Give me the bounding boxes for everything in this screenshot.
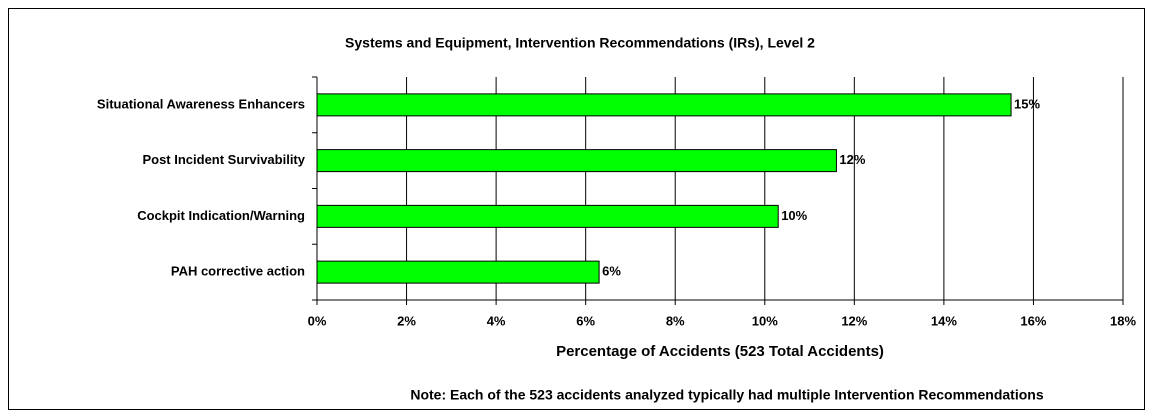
x-tick-label: 6% bbox=[576, 313, 595, 328]
x-axis-label: Percentage of Accidents (523 Total Accid… bbox=[556, 343, 884, 360]
y-tick-label: Post Incident Survivability bbox=[142, 152, 305, 167]
y-tick-label: PAH corrective action bbox=[171, 264, 305, 279]
x-tick-label: 16% bbox=[1020, 313, 1046, 328]
note: Note: Each of the 523 accidents analyzed… bbox=[410, 387, 1043, 403]
x-tick-label: 0% bbox=[308, 313, 327, 328]
value-label: 15% bbox=[1014, 96, 1040, 111]
value-label: 10% bbox=[781, 208, 807, 223]
value-label: 12% bbox=[839, 152, 865, 167]
x-tick-label: 10% bbox=[752, 313, 778, 328]
y-tick-label: Cockpit Indication/Warning bbox=[137, 208, 305, 223]
bar bbox=[316, 93, 1012, 117]
x-tick-label: 12% bbox=[841, 313, 867, 328]
value-label: 6% bbox=[602, 264, 621, 279]
bar bbox=[316, 204, 779, 228]
x-tick-label: 8% bbox=[666, 313, 685, 328]
chart-title: Systems and Equipment, Intervention Reco… bbox=[345, 35, 815, 51]
bar bbox=[316, 260, 600, 284]
x-tick-label: 4% bbox=[487, 313, 506, 328]
bar bbox=[316, 149, 837, 173]
x-tick-label: 2% bbox=[397, 313, 416, 328]
x-tick-label: 14% bbox=[931, 313, 957, 328]
x-tick-label: 18% bbox=[1110, 313, 1136, 328]
y-tick-label: Situational Awareness Enhancers bbox=[97, 96, 305, 111]
